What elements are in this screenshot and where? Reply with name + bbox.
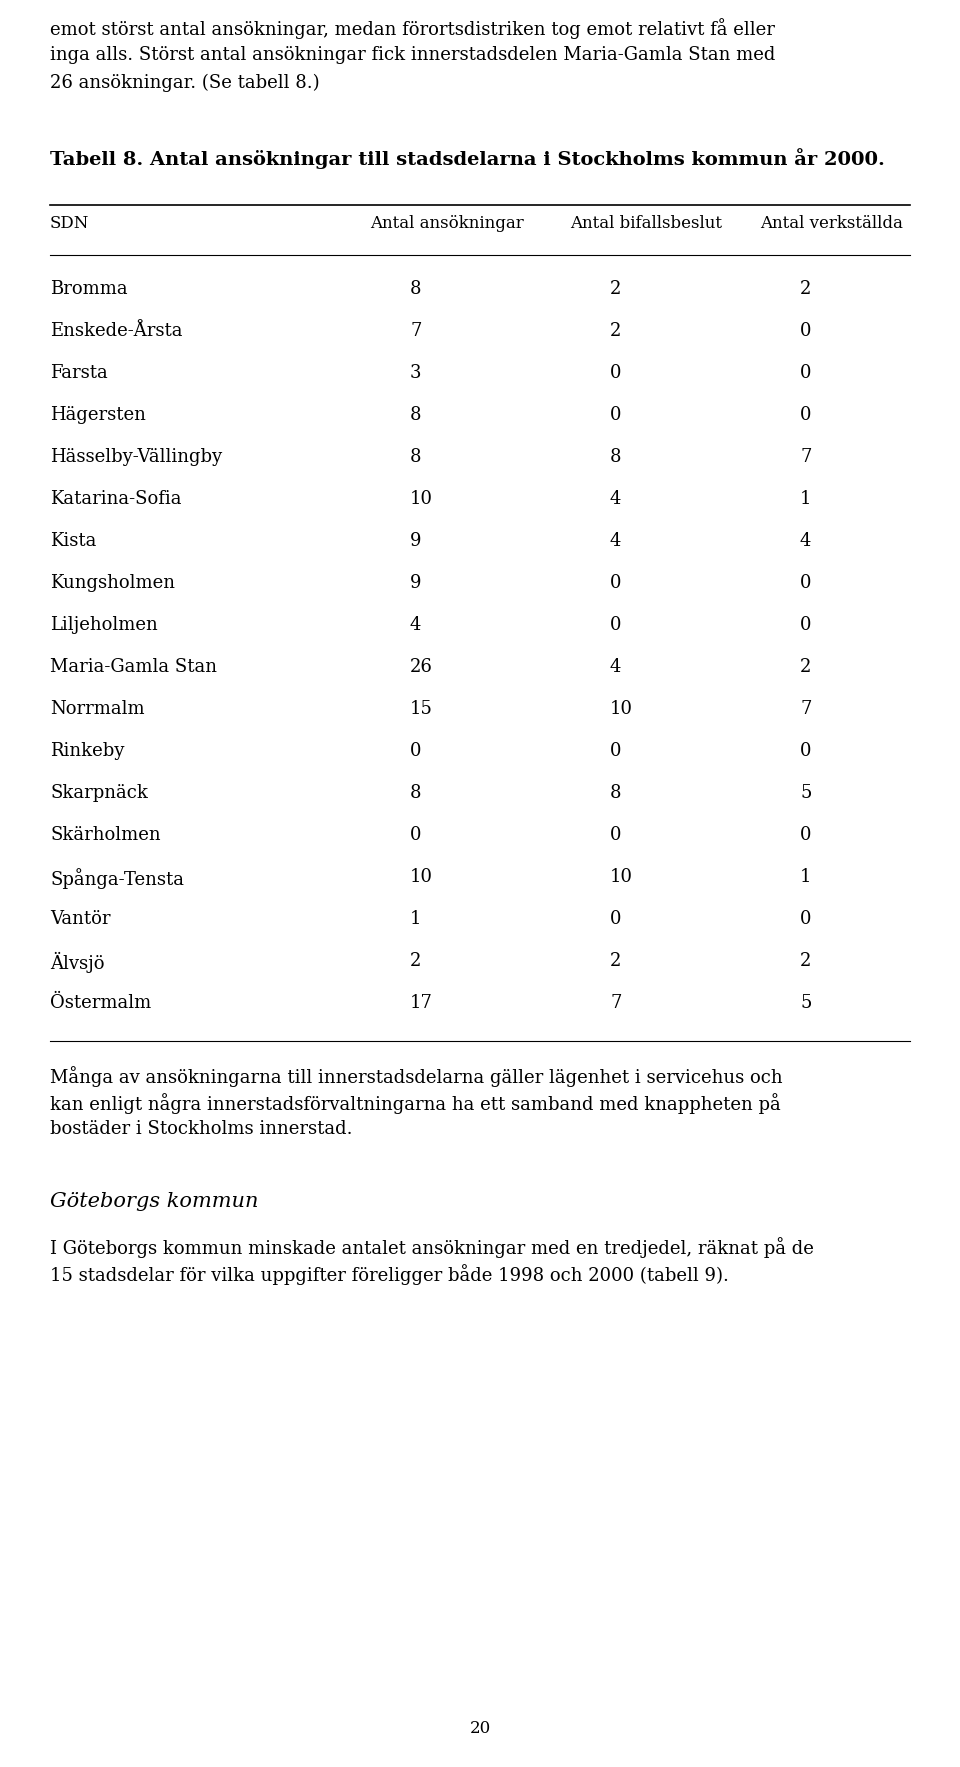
Text: Skärholmen: Skärholmen	[50, 825, 160, 845]
Text: 8: 8	[610, 449, 621, 466]
Text: 5: 5	[800, 785, 811, 802]
Text: Spånga-Tensta: Spånga-Tensta	[50, 868, 184, 889]
Text: 10: 10	[410, 489, 433, 507]
Text: 8: 8	[410, 785, 421, 802]
Text: Göteborgs kommun: Göteborgs kommun	[50, 1193, 258, 1210]
Text: Antal bifallsbeslut: Antal bifallsbeslut	[570, 216, 722, 231]
Text: 10: 10	[410, 868, 433, 885]
Text: 7: 7	[800, 700, 811, 717]
Text: 0: 0	[610, 364, 621, 382]
Text: Älvsjö: Älvsjö	[50, 952, 105, 974]
Text: 15 stadsdelar för vilka uppgifter föreligger både 1998 och 2000 (tabell 9).: 15 stadsdelar för vilka uppgifter föreli…	[50, 1263, 729, 1285]
Text: 0: 0	[610, 910, 621, 928]
Text: 7: 7	[410, 322, 421, 339]
Text: SDN: SDN	[50, 216, 89, 231]
Text: 1: 1	[410, 910, 421, 928]
Text: inga alls. Störst antal ansökningar fick innerstadsdelen Maria-Gamla Stan med: inga alls. Störst antal ansökningar fick…	[50, 46, 776, 64]
Text: Maria-Gamla Stan: Maria-Gamla Stan	[50, 657, 217, 677]
Text: 8: 8	[410, 406, 421, 424]
Text: Hässelby-Vällingby: Hässelby-Vällingby	[50, 449, 222, 466]
Text: Vantör: Vantör	[50, 910, 110, 928]
Text: Katarina-Sofia: Katarina-Sofia	[50, 489, 181, 507]
Text: 0: 0	[800, 617, 811, 634]
Text: 5: 5	[800, 995, 811, 1012]
Text: Bromma: Bromma	[50, 279, 128, 299]
Text: 0: 0	[410, 742, 421, 760]
Text: Antal verkställda: Antal verkställda	[760, 216, 902, 231]
Text: 0: 0	[610, 617, 621, 634]
Text: 0: 0	[800, 406, 811, 424]
Text: Norrmalm: Norrmalm	[50, 700, 145, 717]
Text: 8: 8	[410, 279, 421, 299]
Text: 1: 1	[800, 489, 811, 507]
Text: Enskede-Årsta: Enskede-Årsta	[50, 322, 182, 339]
Text: Antal ansökningar: Antal ansökningar	[370, 216, 524, 231]
Text: bostäder i Stockholms innerstad.: bostäder i Stockholms innerstad.	[50, 1120, 352, 1138]
Text: 9: 9	[410, 532, 421, 550]
Text: 0: 0	[800, 825, 811, 845]
Text: 0: 0	[800, 574, 811, 592]
Text: 7: 7	[610, 995, 621, 1012]
Text: 20: 20	[469, 1719, 491, 1737]
Text: Östermalm: Östermalm	[50, 995, 152, 1012]
Text: Rinkeby: Rinkeby	[50, 742, 125, 760]
Text: 26 ansökningar. (Se tabell 8.): 26 ansökningar. (Se tabell 8.)	[50, 74, 320, 92]
Text: 0: 0	[610, 574, 621, 592]
Text: 4: 4	[410, 617, 421, 634]
Text: 15: 15	[410, 700, 433, 717]
Text: 4: 4	[610, 489, 621, 507]
Text: 0: 0	[610, 742, 621, 760]
Text: Tabell 8. Antal ansökningar till stadsdelarna i Stockholms kommun år 2000.: Tabell 8. Antal ansökningar till stadsde…	[50, 148, 885, 170]
Text: 26: 26	[410, 657, 433, 677]
Text: 10: 10	[610, 868, 633, 885]
Text: 2: 2	[610, 322, 621, 339]
Text: Liljeholmen: Liljeholmen	[50, 617, 157, 634]
Text: Hägersten: Hägersten	[50, 406, 146, 424]
Text: 0: 0	[410, 825, 421, 845]
Text: Många av ansökningarna till innerstadsdelarna gäller lägenhet i servicehus och: Många av ansökningarna till innerstadsde…	[50, 1066, 782, 1087]
Text: 17: 17	[410, 995, 433, 1012]
Text: 2: 2	[610, 279, 621, 299]
Text: 4: 4	[610, 657, 621, 677]
Text: Skarpnäck: Skarpnäck	[50, 785, 148, 802]
Text: 2: 2	[800, 952, 811, 970]
Text: 3: 3	[410, 364, 421, 382]
Text: 2: 2	[800, 657, 811, 677]
Text: 0: 0	[800, 910, 811, 928]
Text: 0: 0	[800, 742, 811, 760]
Text: 2: 2	[410, 952, 421, 970]
Text: 0: 0	[800, 364, 811, 382]
Text: I Göteborgs kommun minskade antalet ansökningar med en tredjedel, räknat på de: I Göteborgs kommun minskade antalet ansö…	[50, 1237, 814, 1258]
Text: 0: 0	[610, 825, 621, 845]
Text: 0: 0	[610, 406, 621, 424]
Text: 4: 4	[800, 532, 811, 550]
Text: 8: 8	[410, 449, 421, 466]
Text: Farsta: Farsta	[50, 364, 108, 382]
Text: 2: 2	[610, 952, 621, 970]
Text: kan enligt några innerstadsförvaltningarna ha ett samband med knappheten på: kan enligt några innerstadsförvaltningar…	[50, 1094, 780, 1113]
Text: 1: 1	[800, 868, 811, 885]
Text: 2: 2	[800, 279, 811, 299]
Text: 9: 9	[410, 574, 421, 592]
Text: 10: 10	[610, 700, 633, 717]
Text: 4: 4	[610, 532, 621, 550]
Text: emot störst antal ansökningar, medan förortsdistriken tog emot relativt få eller: emot störst antal ansökningar, medan för…	[50, 18, 775, 39]
Text: 7: 7	[800, 449, 811, 466]
Text: 0: 0	[800, 322, 811, 339]
Text: 8: 8	[610, 785, 621, 802]
Text: Kista: Kista	[50, 532, 96, 550]
Text: Kungsholmen: Kungsholmen	[50, 574, 175, 592]
